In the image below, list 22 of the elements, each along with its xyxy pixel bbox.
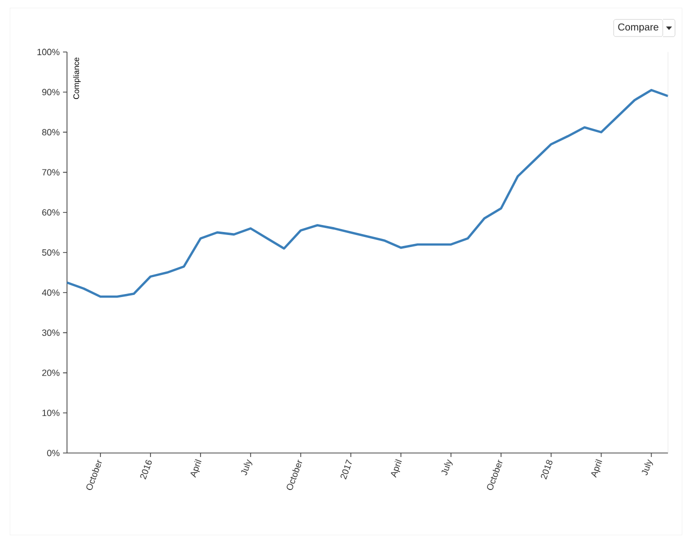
y-tick-label: 40% bbox=[42, 289, 60, 296]
x-tick-label: July bbox=[642, 459, 654, 476]
y-tick-label: 70% bbox=[42, 169, 60, 176]
y-tick-label: 60% bbox=[42, 209, 60, 216]
y-tick-label: 20% bbox=[42, 370, 60, 376]
x-tick-label: July bbox=[241, 459, 252, 476]
y-axis-title: Compliance bbox=[73, 58, 81, 100]
y-tick-label: 50% bbox=[42, 249, 60, 256]
x-tick-label: April bbox=[390, 459, 402, 478]
y-tick-label: 30% bbox=[42, 330, 60, 336]
text: Compare bbox=[618, 23, 658, 33]
x-tick-label: 2016 bbox=[140, 460, 152, 480]
x-tick-label: 2018 bbox=[540, 460, 552, 480]
x-tick-label: 2017 bbox=[340, 459, 352, 480]
y-tick-label: 90% bbox=[42, 88, 60, 96]
x-tick-label: April bbox=[190, 459, 202, 478]
y-tick-label: 10% bbox=[42, 410, 60, 416]
x-tick-label: July bbox=[441, 459, 453, 476]
x-tick-label: April bbox=[591, 459, 602, 478]
y-tick-label: 100% bbox=[37, 48, 60, 56]
y-tick-label: 0% bbox=[47, 450, 60, 456]
y-tick-label: 80% bbox=[42, 129, 60, 136]
